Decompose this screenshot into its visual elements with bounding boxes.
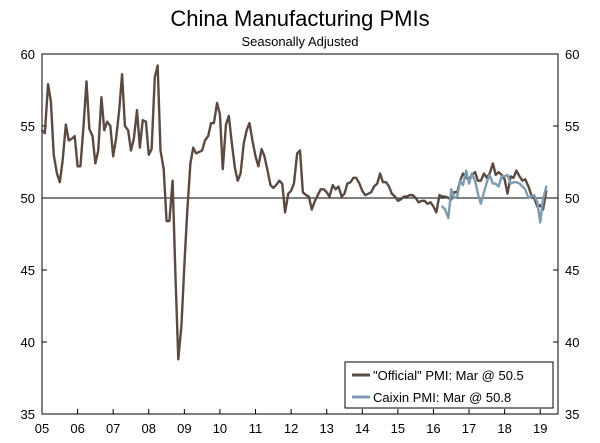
x-tick-label: 06	[70, 421, 84, 436]
x-tick-label: 10	[213, 421, 227, 436]
y-tick-label-right: 60	[565, 47, 579, 62]
chart-title: China Manufacturing PMIs	[170, 6, 429, 31]
x-tick-label: 08	[142, 421, 156, 436]
y-tick-label-left: 40	[21, 335, 35, 350]
y-tick-label-right: 55	[565, 119, 579, 134]
series-layer	[40, 64, 548, 361]
x-tick-label: 09	[177, 421, 191, 436]
x-tick-label: 17	[462, 421, 476, 436]
legend-label-caixin: Caixin PMI: Mar @ 50.8	[373, 390, 511, 405]
x-tick-label: 18	[497, 421, 511, 436]
plot-frame	[41, 53, 559, 415]
x-tick-label: 13	[319, 421, 333, 436]
x-tick-label: 16	[426, 421, 440, 436]
series-line-official	[40, 64, 548, 361]
y-tick-label-left: 50	[21, 191, 35, 206]
y-tick-label-left: 60	[21, 47, 35, 62]
y-tick-label-left: 35	[21, 407, 35, 422]
x-tick-label: 07	[106, 421, 120, 436]
x-tick-label: 11	[249, 421, 263, 436]
x-tick-label: 14	[355, 421, 369, 436]
y-axis-right: 35 40 45 50 55 60	[553, 47, 579, 422]
x-tick-label: 15	[391, 421, 405, 436]
x-tick-label: 19	[533, 421, 547, 436]
chart-subtitle: Seasonally Adjusted	[241, 34, 358, 49]
y-tick-label-left: 45	[21, 263, 35, 278]
x-tick-label: 12	[284, 421, 298, 436]
y-tick-label-right: 40	[565, 335, 579, 350]
x-axis: 05 06 07 08 09 10 11 12 13 14 15 16 17 18 19	[35, 409, 547, 436]
y-tick-label-right: 35	[565, 407, 579, 422]
legend-label-official: "Official" PMI: Mar @ 50.5	[373, 368, 524, 383]
legend: "Official" PMI: Mar @ 50.5 Caixin PMI: M…	[344, 361, 554, 409]
y-tick-label-right: 50	[565, 191, 579, 206]
series-line-caixin	[441, 169, 548, 224]
legend-box	[344, 361, 554, 409]
y-axis-left: 35 40 45 50 55 60	[21, 47, 47, 422]
x-tick-label: 05	[35, 421, 49, 436]
y-tick-label-right: 45	[565, 263, 579, 278]
y-tick-label-left: 55	[21, 119, 35, 134]
